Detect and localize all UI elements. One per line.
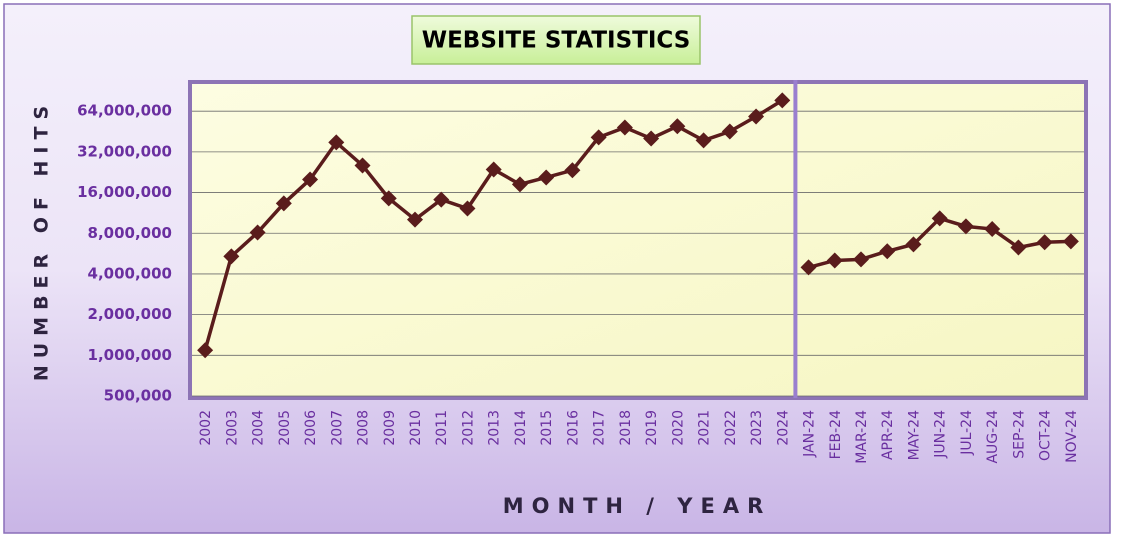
x-tick-label: 2016 [565, 410, 581, 446]
data-point [1010, 239, 1027, 256]
x-tick-label: 2004 [251, 410, 267, 446]
data-point [433, 191, 450, 208]
x-tick-label: 2011 [434, 410, 450, 446]
data-point [275, 195, 292, 212]
data-point [197, 342, 214, 359]
data-point [249, 224, 266, 241]
y-tick-label: 32,000,000 [77, 142, 172, 160]
data-point [354, 157, 371, 174]
data-point [826, 252, 843, 269]
y-tick-label: 8,000,000 [88, 224, 172, 242]
y-tick-label: 2,000,000 [88, 305, 172, 323]
x-tick-label: APR-24 [880, 410, 896, 460]
y-tick-label: 64,000,000 [77, 102, 172, 120]
y-tick-label: 16,000,000 [77, 183, 172, 201]
x-tick-label: 2002 [198, 410, 214, 446]
x-tick-label: 2018 [618, 410, 634, 446]
x-tick-label: SEP-24 [1011, 410, 1027, 459]
data-point [1062, 233, 1079, 250]
data-point [1036, 234, 1053, 251]
title-box [411, 15, 701, 65]
x-tick-label: 2015 [539, 410, 555, 446]
data-point [643, 130, 660, 147]
y-tick-label: 4,000,000 [88, 264, 172, 282]
data-point [669, 118, 686, 135]
x-tick-label: JAN-24 [802, 410, 818, 458]
x-tick-label: 2019 [644, 410, 660, 446]
data-point [590, 129, 607, 146]
data-point [879, 243, 896, 260]
x-tick-label: FEB-24 [828, 410, 844, 459]
x-tick-label: 2021 [697, 410, 713, 446]
x-tick-label: 2003 [224, 410, 240, 446]
data-point [800, 259, 817, 276]
data-point [853, 251, 869, 268]
data-point [905, 236, 922, 253]
y-axis-title: NUMBER OF HITS [31, 99, 53, 381]
x-tick-label: MAR-24 [854, 410, 870, 464]
data-point [380, 190, 397, 207]
x-tick-label: NOV-24 [1064, 410, 1080, 463]
x-tick-label: 2013 [487, 410, 503, 446]
x-tick-label: 2024 [775, 410, 791, 446]
x-tick-label: 2022 [723, 410, 739, 446]
plot-area [188, 80, 1088, 400]
data-point [302, 171, 319, 188]
x-tick-label: 2007 [329, 410, 345, 446]
data-point [407, 211, 423, 228]
data-point [328, 134, 345, 151]
data-point [748, 108, 765, 125]
x-tick-label: 2020 [670, 410, 686, 446]
data-point [459, 200, 476, 217]
x-tick-label: AUG-24 [985, 410, 1001, 464]
data-point [616, 119, 633, 136]
x-tick-label: 2014 [513, 410, 529, 446]
data-point [931, 210, 948, 227]
data-point [511, 176, 528, 193]
data-point [538, 169, 555, 186]
data-point [721, 123, 738, 140]
chart-title: WEBSITE STATISTICS [422, 28, 691, 54]
x-tick-label: OCT-24 [1038, 410, 1054, 461]
x-tick-label: JUN-24 [933, 410, 949, 459]
y-tick-label: 500,000 [104, 387, 172, 405]
x-tick-label: 2009 [382, 410, 398, 446]
x-tick-label: 2023 [749, 410, 765, 446]
x-tick-label: 2012 [460, 410, 476, 446]
y-tick-label: 1,000,000 [88, 346, 172, 364]
x-tick-label: 2017 [592, 410, 608, 446]
data-point [957, 218, 974, 235]
data-point [695, 132, 712, 149]
data-point [774, 92, 791, 109]
x-tick-label: JUL-24 [959, 410, 975, 456]
data-point [223, 248, 240, 265]
x-tick-label: 2010 [408, 410, 424, 446]
data-point [564, 162, 581, 179]
x-tick-label: MAY-24 [906, 410, 922, 460]
data-point [485, 161, 502, 178]
x-tick-label: 2008 [356, 410, 372, 446]
data-point [984, 221, 1001, 238]
x-tick-label: 2006 [303, 410, 319, 446]
x-tick-label: 2005 [277, 410, 293, 446]
x-axis-title: MONTH / YEAR [503, 494, 772, 518]
